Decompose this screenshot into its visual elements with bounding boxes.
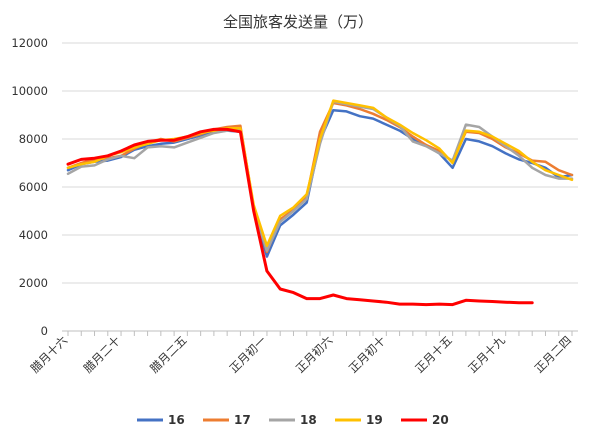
x-tick-label: 正月初六 — [293, 333, 335, 375]
legend-label-20: 20 — [432, 413, 449, 427]
legend-label-19: 19 — [366, 413, 383, 427]
x-tick-label: 腊月二十 — [81, 333, 123, 375]
x-tick-label: 正月初一 — [227, 333, 270, 376]
y-tick-label: 4000 — [19, 228, 48, 242]
y-tick-label: 8000 — [19, 132, 48, 146]
y-tick-label: 12000 — [11, 36, 48, 50]
x-tick-label: 正月二四 — [532, 333, 574, 375]
y-tick-label: 0 — [41, 324, 48, 338]
x-tick-label: 腊月十六 — [28, 333, 70, 375]
y-tick-label: 10000 — [11, 84, 48, 98]
series-line-19 — [66, 99, 574, 248]
y-tick-label: 6000 — [19, 180, 48, 194]
series-line-20 — [66, 127, 534, 307]
series-lines — [66, 99, 574, 307]
grid-lines — [62, 42, 578, 284]
legend-label-18: 18 — [300, 413, 317, 427]
x-tick-label: 正月初十 — [346, 333, 388, 375]
legend: 16 17 18 19 20 — [137, 413, 449, 427]
legend-label-16: 16 — [168, 413, 185, 427]
legend-label-17: 17 — [234, 413, 251, 427]
x-tick-label: 腊月二五 — [147, 333, 189, 375]
series-line-18 — [66, 100, 574, 252]
x-tick-label: 正月十五 — [412, 333, 454, 375]
series-line-17 — [66, 101, 574, 254]
x-tick-label: 正月十九 — [465, 333, 508, 376]
chart-title: 全国旅客发送量（万） — [223, 13, 373, 31]
y-tick-label: 2000 — [19, 276, 48, 290]
